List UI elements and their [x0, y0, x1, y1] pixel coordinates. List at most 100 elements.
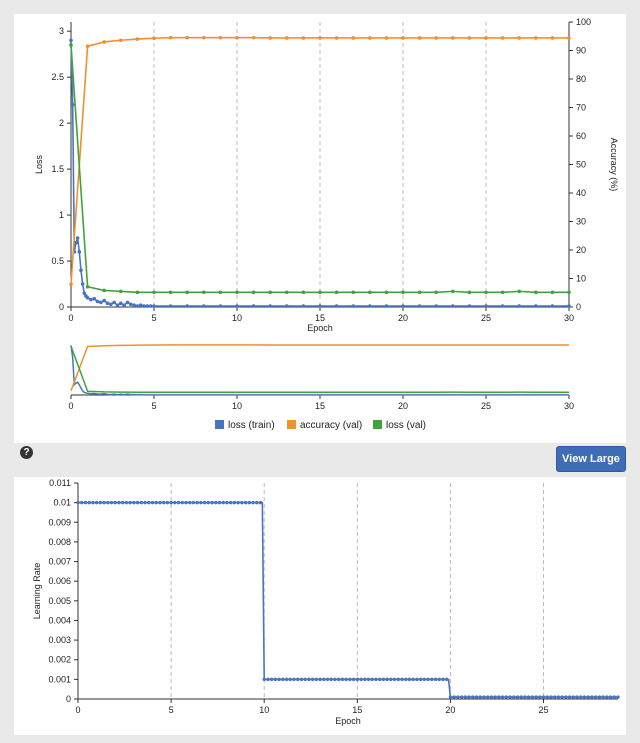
data-point [76, 500, 80, 505]
data-point [119, 301, 123, 306]
data-point [83, 500, 88, 505]
x-tick-label: 20 [445, 705, 455, 715]
x-tick-label: 0 [68, 313, 73, 323]
data-point [493, 695, 497, 699]
data-point [411, 677, 415, 682]
data-point [451, 36, 455, 40]
data-point [120, 500, 125, 505]
data-point [176, 500, 181, 505]
data-point [564, 695, 568, 699]
overview-series-line [70, 344, 569, 392]
data-point [82, 291, 87, 296]
data-point [463, 695, 468, 699]
data-point [318, 677, 322, 682]
data-point [392, 677, 397, 682]
data-point [430, 677, 434, 682]
data-point [281, 677, 285, 682]
data-point [418, 677, 423, 682]
y-tick-label: 2.5 [51, 72, 64, 82]
data-point [202, 35, 206, 40]
data-point [135, 37, 140, 41]
legend-swatch [215, 420, 224, 429]
data-point [268, 304, 272, 308]
data-point [384, 304, 389, 308]
data-point [85, 284, 90, 289]
data-point [363, 677, 367, 682]
y2-axis-title: Accuracy (%) [609, 138, 619, 192]
data-point [105, 301, 110, 306]
data-point [590, 695, 594, 699]
data-point [434, 304, 439, 308]
data-point [579, 695, 583, 699]
data-point [478, 695, 482, 699]
data-point [113, 500, 117, 505]
data-point [102, 298, 106, 303]
data-point [109, 302, 113, 307]
data-point [593, 695, 598, 699]
data-point [474, 695, 479, 699]
help-icon[interactable]: ? [20, 446, 33, 459]
data-point [85, 296, 90, 300]
data-point [74, 240, 78, 245]
data-point [258, 500, 263, 505]
data-point [188, 500, 192, 505]
data-point [106, 500, 110, 505]
data-point [301, 304, 306, 308]
data-point [497, 695, 501, 699]
y-tick-label: 0.01 [53, 498, 71, 508]
data-point [218, 290, 223, 295]
data-point [351, 304, 356, 308]
data-point [500, 695, 505, 699]
data-point [586, 695, 590, 699]
legend-label: accuracy (val) [300, 420, 362, 431]
data-point [288, 677, 292, 682]
y-tick-label: 0.001 [48, 674, 71, 684]
data-point [235, 35, 239, 40]
data-point [467, 36, 472, 40]
data-point [605, 695, 609, 699]
data-point [377, 677, 382, 682]
data-point [329, 677, 333, 682]
y2-tick-label: 30 [576, 217, 586, 227]
data-point [218, 304, 223, 308]
overview-x-tick-label: 20 [398, 401, 408, 411]
data-point [94, 500, 99, 505]
data-point [142, 304, 146, 308]
data-point [318, 290, 322, 295]
x-tick-label: 5 [151, 313, 156, 323]
x-tick-label: 25 [481, 313, 491, 323]
data-point [567, 290, 571, 295]
data-point [112, 300, 116, 305]
data-point [517, 289, 521, 294]
data-point [400, 677, 404, 682]
data-point [515, 695, 520, 699]
data-point [132, 500, 136, 505]
data-point [519, 695, 523, 699]
data-point [180, 500, 184, 505]
data-point [161, 500, 166, 505]
data-point [152, 304, 156, 308]
y2-tick-label: 100 [576, 17, 591, 27]
data-point [191, 500, 196, 505]
data-point [69, 282, 73, 287]
data-point [385, 677, 389, 682]
view-large-button[interactable]: View Large [556, 446, 626, 472]
data-point [534, 304, 538, 308]
y-tick-label: 0.003 [48, 635, 71, 645]
data-point [441, 677, 445, 682]
data-point [299, 677, 304, 682]
data-point [534, 36, 538, 40]
data-point [228, 500, 233, 505]
data-point [374, 677, 378, 682]
data-point [407, 677, 412, 682]
data-point [168, 290, 173, 295]
x-tick-label: 15 [352, 705, 362, 715]
data-point [240, 500, 244, 505]
data-point [550, 36, 555, 40]
data-point [368, 290, 372, 295]
data-point [79, 268, 83, 273]
data-point [236, 500, 240, 505]
data-point [184, 500, 188, 505]
y-tick-label: 0.006 [48, 576, 71, 586]
data-point [426, 677, 430, 682]
